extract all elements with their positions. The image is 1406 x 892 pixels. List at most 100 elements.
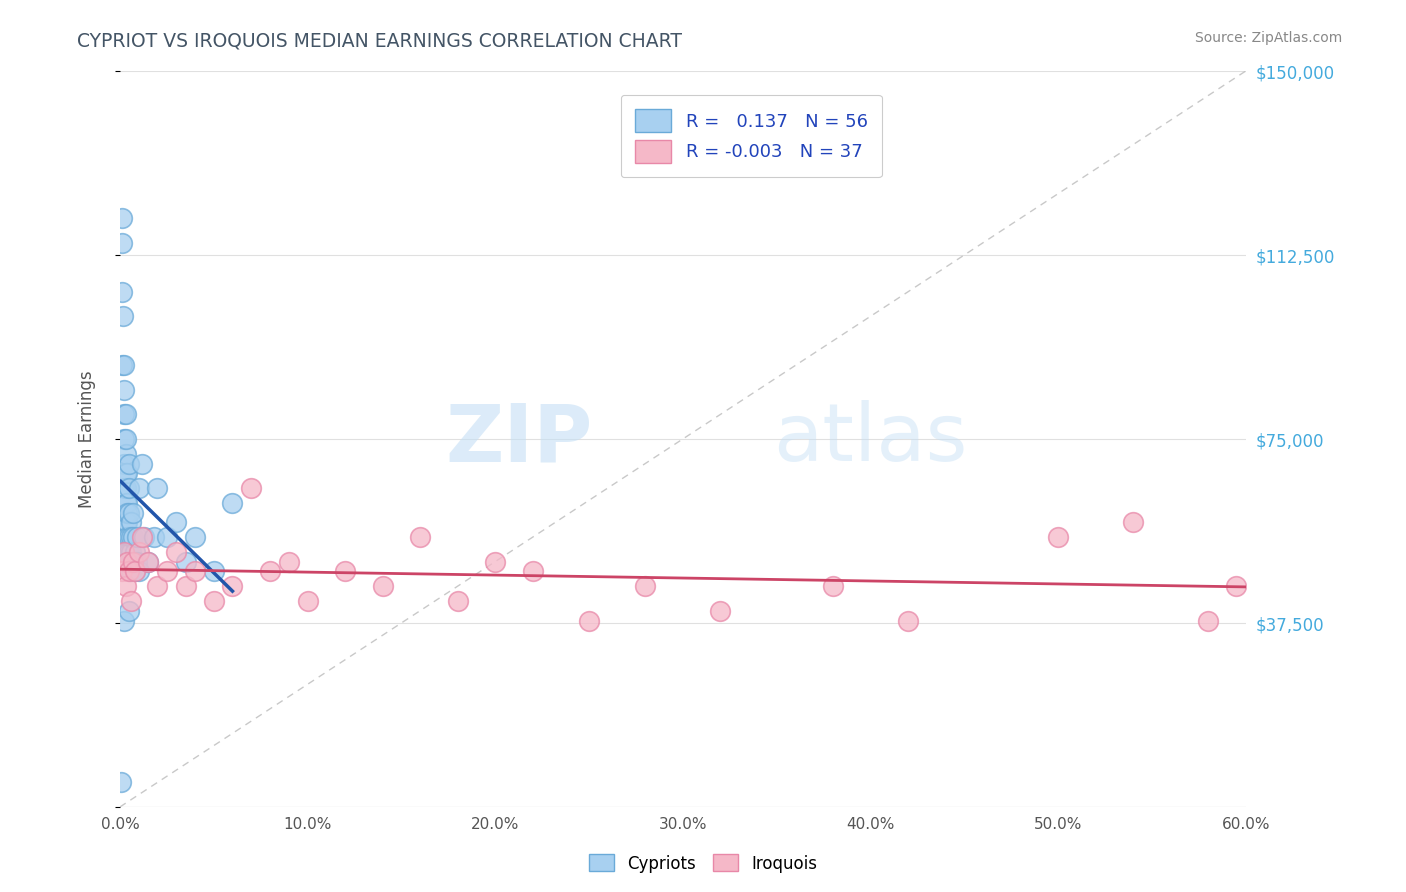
Point [333, 565, 356, 579]
Text: ZIP: ZIP [446, 400, 593, 478]
Text: Source: ZipAtlas.com: Source: ZipAtlas.com [1195, 31, 1343, 45]
Point [128, 545, 150, 559]
Point [1047, 530, 1070, 544]
Point [128, 565, 150, 579]
Point [125, 555, 148, 569]
Point [128, 481, 150, 495]
Point [120, 516, 142, 530]
Point [221, 579, 243, 593]
Point [174, 579, 197, 593]
Point [124, 565, 146, 579]
Point [124, 565, 146, 579]
Point [1197, 614, 1219, 628]
Point [114, 481, 136, 495]
Point [124, 545, 146, 559]
Point [114, 432, 136, 446]
Point [156, 530, 179, 544]
Point [578, 614, 600, 628]
Point [117, 467, 139, 481]
Point [112, 432, 135, 446]
Point [118, 457, 141, 471]
Point [120, 565, 142, 579]
Point [371, 579, 394, 593]
Point [165, 516, 187, 530]
Point [202, 594, 225, 608]
Point [120, 545, 142, 559]
Point [184, 565, 207, 579]
Point [117, 530, 139, 544]
Text: atlas: atlas [773, 400, 967, 478]
Point [112, 359, 135, 373]
Point [897, 614, 920, 628]
Point [146, 481, 169, 495]
Legend: R =   0.137   N = 56, R = -0.003   N = 37: R = 0.137 N = 56, R = -0.003 N = 37 [620, 95, 882, 178]
Point [409, 530, 432, 544]
Point [118, 481, 141, 495]
Point [221, 496, 243, 510]
Point [111, 310, 134, 324]
Point [114, 408, 136, 422]
Point [114, 447, 136, 461]
Point [146, 579, 169, 593]
Point [297, 594, 319, 608]
Point [117, 545, 139, 559]
Point [118, 604, 141, 618]
Point [122, 530, 145, 544]
Point [114, 579, 136, 593]
Point [117, 555, 139, 569]
Point [117, 506, 139, 520]
Point [122, 555, 145, 569]
Point [117, 496, 139, 510]
Point [112, 545, 135, 559]
Point [259, 565, 281, 579]
Point [111, 565, 134, 579]
Point [112, 408, 135, 422]
Point [240, 481, 263, 495]
Point [125, 530, 148, 544]
Point [122, 506, 145, 520]
Point [114, 516, 136, 530]
Point [112, 614, 135, 628]
Point [1225, 579, 1247, 593]
Point [142, 530, 165, 544]
Point [131, 530, 153, 544]
Point [117, 516, 139, 530]
Point [114, 467, 136, 481]
Point [165, 545, 187, 559]
Point [114, 496, 136, 510]
Point [118, 545, 141, 559]
Point [112, 481, 135, 495]
Text: CYPRIOT VS IROQUOIS MEDIAN EARNINGS CORRELATION CHART: CYPRIOT VS IROQUOIS MEDIAN EARNINGS CORR… [77, 31, 682, 50]
Point [111, 285, 134, 299]
Point [1122, 516, 1144, 530]
Point [522, 565, 544, 579]
Point [111, 211, 134, 226]
Point [112, 457, 135, 471]
Point [110, 775, 132, 789]
Point [118, 565, 141, 579]
Point [111, 235, 134, 250]
Point [112, 383, 135, 397]
Point [136, 555, 159, 569]
Point [202, 565, 225, 579]
Point [446, 594, 468, 608]
Point [111, 359, 134, 373]
Point [122, 555, 145, 569]
Point [174, 555, 197, 569]
Point [484, 555, 506, 569]
Point [156, 565, 179, 579]
Legend: Cypriots, Iroquois: Cypriots, Iroquois [582, 847, 824, 880]
Point [634, 579, 657, 593]
Point [120, 594, 142, 608]
Point [120, 530, 142, 544]
Point [118, 506, 141, 520]
Y-axis label: Median Earnings: Median Earnings [79, 370, 96, 508]
Point [131, 457, 153, 471]
Point [277, 555, 299, 569]
Point [709, 604, 731, 618]
Point [821, 579, 844, 593]
Point [136, 555, 159, 569]
Point [118, 530, 141, 544]
Point [184, 530, 207, 544]
Point [134, 530, 156, 544]
